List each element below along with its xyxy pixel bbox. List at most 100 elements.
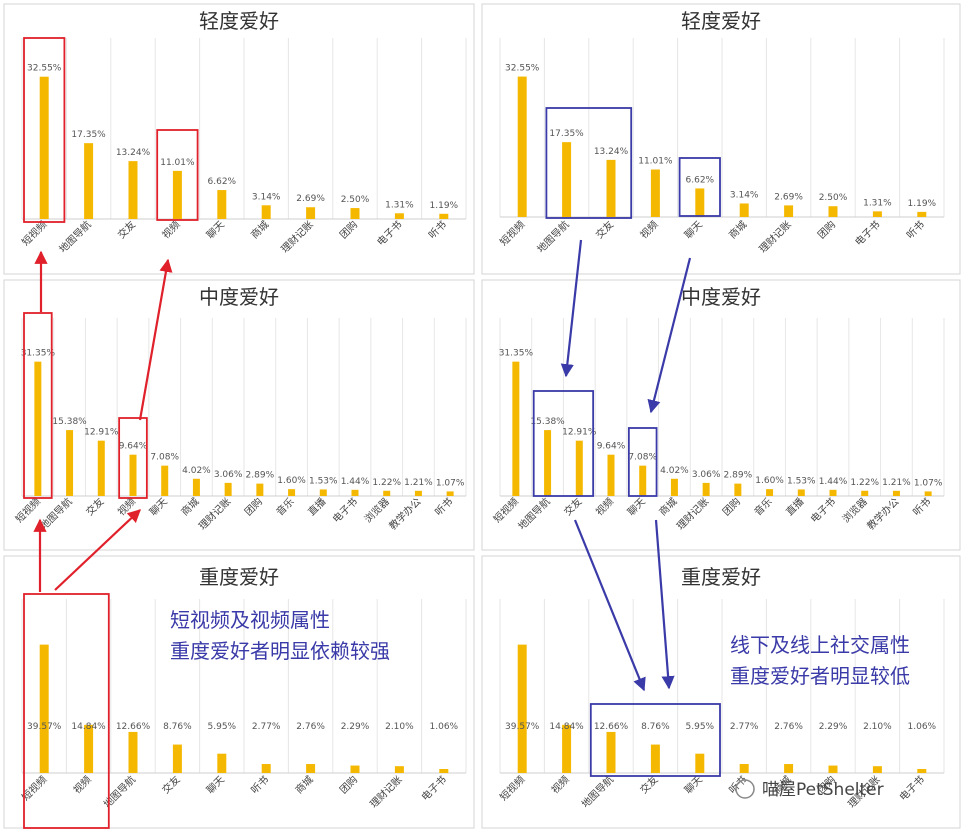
chart-title: 重度爱好 (199, 565, 279, 589)
data-label: 2.77% (252, 722, 281, 732)
chart-title: 轻度爱好 (199, 9, 279, 33)
data-label: 2.76% (296, 722, 325, 732)
bar (439, 213, 449, 219)
bar (797, 489, 805, 496)
data-label: 1.60% (277, 476, 306, 486)
bar (650, 744, 660, 773)
data-label: 12.66% (116, 722, 151, 732)
data-label: 11.01% (638, 156, 673, 166)
data-label: 2.89% (246, 471, 275, 481)
arrow (54, 509, 141, 591)
highlight-box (156, 129, 199, 221)
bar (39, 644, 49, 773)
bar (606, 731, 616, 773)
bar (394, 766, 404, 773)
bar (34, 361, 42, 496)
bar (695, 188, 705, 217)
data-label: 1.22% (372, 478, 401, 488)
data-label: 3.14% (252, 192, 281, 202)
highlight-box (545, 107, 633, 219)
data-label: 11.01% (160, 158, 195, 168)
bar (917, 211, 927, 217)
bar (439, 769, 449, 773)
data-label: 12.91% (562, 428, 597, 438)
data-label: 1.06% (908, 722, 937, 732)
data-label: 2.50% (341, 195, 370, 205)
annotation-left-line1: 短视频及视频属性 (170, 608, 330, 632)
data-label: 1.31% (385, 200, 414, 210)
panel-frame (3, 555, 475, 829)
annotation-left-line2: 重度爱好者明显依赖较强 (170, 639, 390, 663)
bar (128, 731, 138, 773)
data-label: 6.62% (686, 175, 715, 185)
bar (702, 482, 710, 496)
chart-title: 中度爱好 (199, 285, 279, 309)
bar (350, 208, 360, 219)
data-label: 39.57% (505, 722, 540, 732)
data-label: 32.55% (27, 64, 62, 74)
highlight-box (627, 427, 658, 497)
bar (306, 207, 316, 219)
bar (39, 76, 49, 220)
data-label: 1.07% (436, 478, 465, 488)
bar (639, 465, 647, 496)
data-label: 12.66% (594, 722, 629, 732)
data-label: 14.84% (549, 722, 584, 732)
panel-frame (481, 3, 961, 275)
bar (917, 769, 927, 773)
panel-frame (3, 3, 475, 275)
bar (766, 489, 774, 496)
bar (872, 211, 882, 217)
data-label: 2.76% (774, 722, 803, 732)
bar (217, 753, 227, 773)
bar (739, 764, 749, 773)
bar (161, 465, 169, 496)
watermark-icon (735, 779, 755, 799)
data-label: 1.21% (882, 478, 911, 488)
bar (256, 483, 264, 496)
annotation-right-line1: 线下及线上社交属性 (730, 633, 910, 657)
data-label: 3.06% (214, 470, 243, 480)
chart-title: 重度爱好 (681, 565, 761, 589)
highlight-box (23, 37, 66, 223)
data-label: 39.57% (27, 722, 62, 732)
highlight-box (589, 703, 721, 777)
data-label: 3.06% (692, 470, 721, 480)
chart-panel: 轻度爱好32.55%短视频17.35%地图导航13.24%交友11.01%视频6… (3, 3, 475, 275)
bar (66, 430, 74, 496)
bar (861, 490, 869, 496)
bar (129, 454, 137, 496)
data-label: 4.02% (660, 466, 689, 476)
data-label: 1.22% (850, 478, 879, 488)
bar (394, 213, 404, 219)
bar (172, 170, 182, 219)
bar (872, 766, 882, 773)
bar (562, 724, 572, 773)
bar (695, 753, 705, 773)
arrow (647, 257, 692, 414)
data-label: 1.06% (430, 722, 459, 732)
data-label: 7.08% (628, 453, 657, 463)
data-label: 4.02% (182, 466, 211, 476)
bar (172, 744, 182, 773)
data-label: 1.19% (430, 201, 459, 211)
bar (319, 489, 327, 496)
panel-frame (481, 555, 961, 829)
bar (383, 490, 391, 496)
bar (84, 143, 94, 219)
data-label: 2.89% (724, 471, 753, 481)
bar (739, 203, 749, 217)
highlight-box (678, 157, 721, 217)
arrow (573, 519, 646, 692)
data-label: 13.24% (594, 147, 629, 157)
bar (607, 454, 615, 496)
bar (224, 482, 232, 496)
data-label: 15.38% (530, 417, 565, 427)
data-label: 14.84% (71, 722, 106, 732)
data-label: 1.21% (404, 478, 433, 488)
data-label: 9.64% (119, 442, 148, 452)
data-label: 17.35% (549, 129, 584, 139)
data-label: 2.10% (863, 722, 892, 732)
data-label: 8.76% (641, 722, 670, 732)
